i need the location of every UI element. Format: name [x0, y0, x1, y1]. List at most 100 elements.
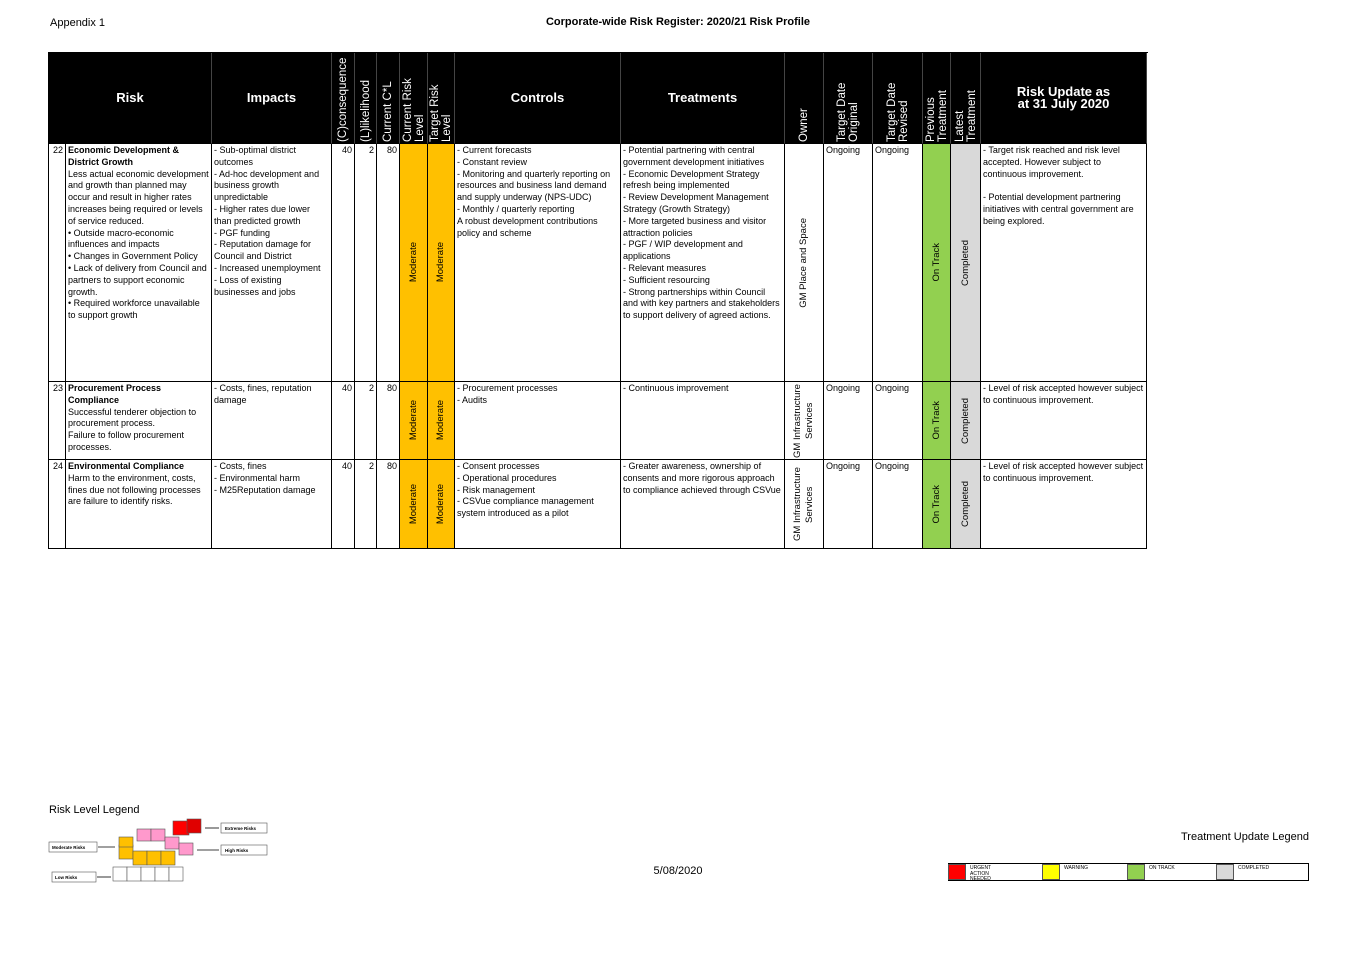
header-cell: Target Date Revised: [873, 53, 923, 144]
current-cl-cell: 80: [377, 460, 400, 549]
consequence-cell: 40: [332, 382, 355, 460]
header-cell: Current C*L: [377, 53, 400, 144]
likelihood-cell: 2: [355, 144, 377, 382]
current-level: Moderate: [407, 242, 419, 283]
target-date-original: Ongoing: [826, 145, 861, 155]
header-cell: Previous Treatment: [923, 53, 951, 144]
legend-label: ON TRACK: [1149, 865, 1175, 871]
controls-item: - Monthly / quarterly reporting: [457, 203, 575, 214]
target-date-original-cell: Ongoing: [824, 144, 873, 382]
risk-title: Environmental Compliance: [68, 461, 185, 471]
treatments-cell: - Greater awareness, ownership of consen…: [621, 460, 785, 549]
current-cl: 80: [386, 383, 397, 393]
risk-text: • Changes in Government Policy: [68, 251, 198, 262]
header-text: Target Date Revised: [885, 82, 910, 142]
id-cell: 24: [49, 460, 66, 549]
legend-low: Low Risks: [55, 875, 78, 880]
controls-item: - Audits: [457, 394, 488, 405]
treatment-legend-item: URGENT ACTION NEEDED: [948, 863, 1042, 882]
controls-item: - Procurement processes: [457, 383, 558, 393]
legend-extreme: Extreme Risks: [225, 826, 257, 831]
header-text: Latest Treatment: [953, 90, 978, 142]
header-text: Current Risk Level: [401, 78, 426, 142]
risk-text: Harm to the environment, costs, fines du…: [68, 472, 201, 507]
risk-table: Risk Impacts (C)consequence (L)likelihood Cu…: [48, 52, 1148, 549]
legend-label: COMPLETED: [1238, 865, 1270, 871]
risk-cell: Environmental Compliance Harm to the envi…: [66, 460, 212, 549]
risk-text: • Required workforce unavailable to supp…: [68, 298, 200, 321]
update-item: - Level of risk accepted however subject…: [983, 383, 1144, 405]
controls-cell: - Consent processes - Operational procedu…: [455, 460, 621, 549]
legend-swatch: [1216, 864, 1234, 880]
controls-item: - Consent processes: [457, 461, 540, 471]
target-date-revised-cell: Ongoing: [873, 144, 923, 382]
previous-treatment-cell: On Track: [923, 382, 951, 460]
header-text: Treatments: [667, 90, 738, 106]
previous-treatment: On Track: [930, 484, 942, 524]
header-text: Target Risk Level: [429, 84, 453, 142]
consequence-cell: 40: [332, 460, 355, 549]
owner-cell: GM Infrastructure Services: [785, 460, 824, 549]
impacts-item: - Loss of existing businesses and jobs: [214, 274, 296, 297]
treatments-item: - Sufficient resourcing: [623, 274, 710, 285]
impacts-item: - PGF funding: [214, 227, 271, 238]
id: 22: [52, 145, 63, 155]
treatments-item: - Greater awareness, ownership of consen…: [623, 461, 781, 495]
treatments-item: - Relevant measures: [623, 262, 707, 273]
consequence: 40: [341, 461, 352, 471]
target-date-revised: Ongoing: [875, 461, 910, 471]
consequence: 40: [341, 145, 352, 155]
impacts-cell: - Costs, fines - Environmental harm - M25R…: [212, 460, 332, 549]
impacts-cell: - Costs, fines, reputation damage: [212, 382, 332, 460]
controls-item: - Current forecasts: [457, 145, 532, 155]
header-cell: Current Risk Level: [400, 53, 428, 144]
impacts-item: - Higher rates due lower than predicted …: [214, 203, 311, 226]
controls-item: - Risk management: [457, 484, 536, 495]
legend-high: High Risks: [225, 848, 249, 853]
latest-treatment-cell: Completed: [951, 144, 981, 382]
risk-text: • Lack of delivery from Council and part…: [68, 262, 207, 297]
update-item: - Target risk reached and risk level acc…: [983, 145, 1120, 179]
current-cl: 80: [386, 461, 397, 471]
treatments-cell: - Continuous improvement: [621, 382, 785, 460]
current-level: Moderate: [407, 400, 419, 441]
header-cell: (C)consequence: [332, 53, 355, 144]
controls-item: - CSVue compliance management system int…: [457, 496, 594, 519]
appendix-label: Appendix 1: [50, 17, 106, 29]
target-level: Moderate: [435, 242, 446, 283]
header-cell: Treatments: [621, 53, 785, 144]
header-text: Risk Update as at 31 July 2020: [1016, 84, 1111, 111]
risk-legend-graphic: Extreme Risks High Risks Moderate Risks …: [48, 818, 268, 883]
target-date-revised-cell: Ongoing: [873, 460, 923, 549]
legend-label: WARNING: [1064, 865, 1088, 871]
legend-label: URGENT ACTION NEEDED: [970, 865, 992, 882]
consequence: 40: [341, 383, 352, 393]
controls-cell: - Current forecasts - Constant review - Mo…: [455, 144, 621, 382]
target-date-revised: Ongoing: [875, 383, 910, 393]
legend-swatch: [1127, 864, 1145, 880]
treatment-legend-item: WARNING: [1042, 863, 1127, 881]
header-cell: Target Risk Level: [428, 53, 455, 144]
likelihood: 2: [368, 383, 374, 393]
owner-cell: GM Infrastructure Services: [785, 382, 824, 460]
target-date-original: Ongoing: [826, 383, 861, 393]
treatments-item: - Economic Development Strategy refresh …: [623, 168, 760, 191]
header-text: Risk: [116, 90, 144, 106]
latest-treatment-cell: Completed: [951, 382, 981, 460]
controls-item: - Monitoring and quarterly reporting on …: [457, 168, 611, 203]
header-cell: (L)likelihood: [355, 53, 377, 144]
header-text: (L)likelihood: [359, 79, 372, 142]
target-date-revised-cell: Ongoing: [873, 382, 923, 460]
header-text: (C)consequence: [337, 57, 349, 142]
risk-title: Procurement Process Compliance: [68, 383, 162, 405]
likelihood: 2: [368, 145, 374, 155]
target-date-original-cell: Ongoing: [824, 460, 873, 549]
update-cell: - Level of risk accepted however subject…: [981, 382, 1147, 460]
latest-treatment: Completed: [959, 481, 971, 527]
impacts-item: - Increased unemployment: [214, 262, 321, 273]
risk-legend-title: Risk Level Legend: [49, 804, 140, 816]
impacts-item: - Reputation damage for Council and Dist…: [214, 239, 312, 262]
current-cl-cell: 80: [377, 144, 400, 382]
likelihood: 2: [368, 461, 374, 471]
